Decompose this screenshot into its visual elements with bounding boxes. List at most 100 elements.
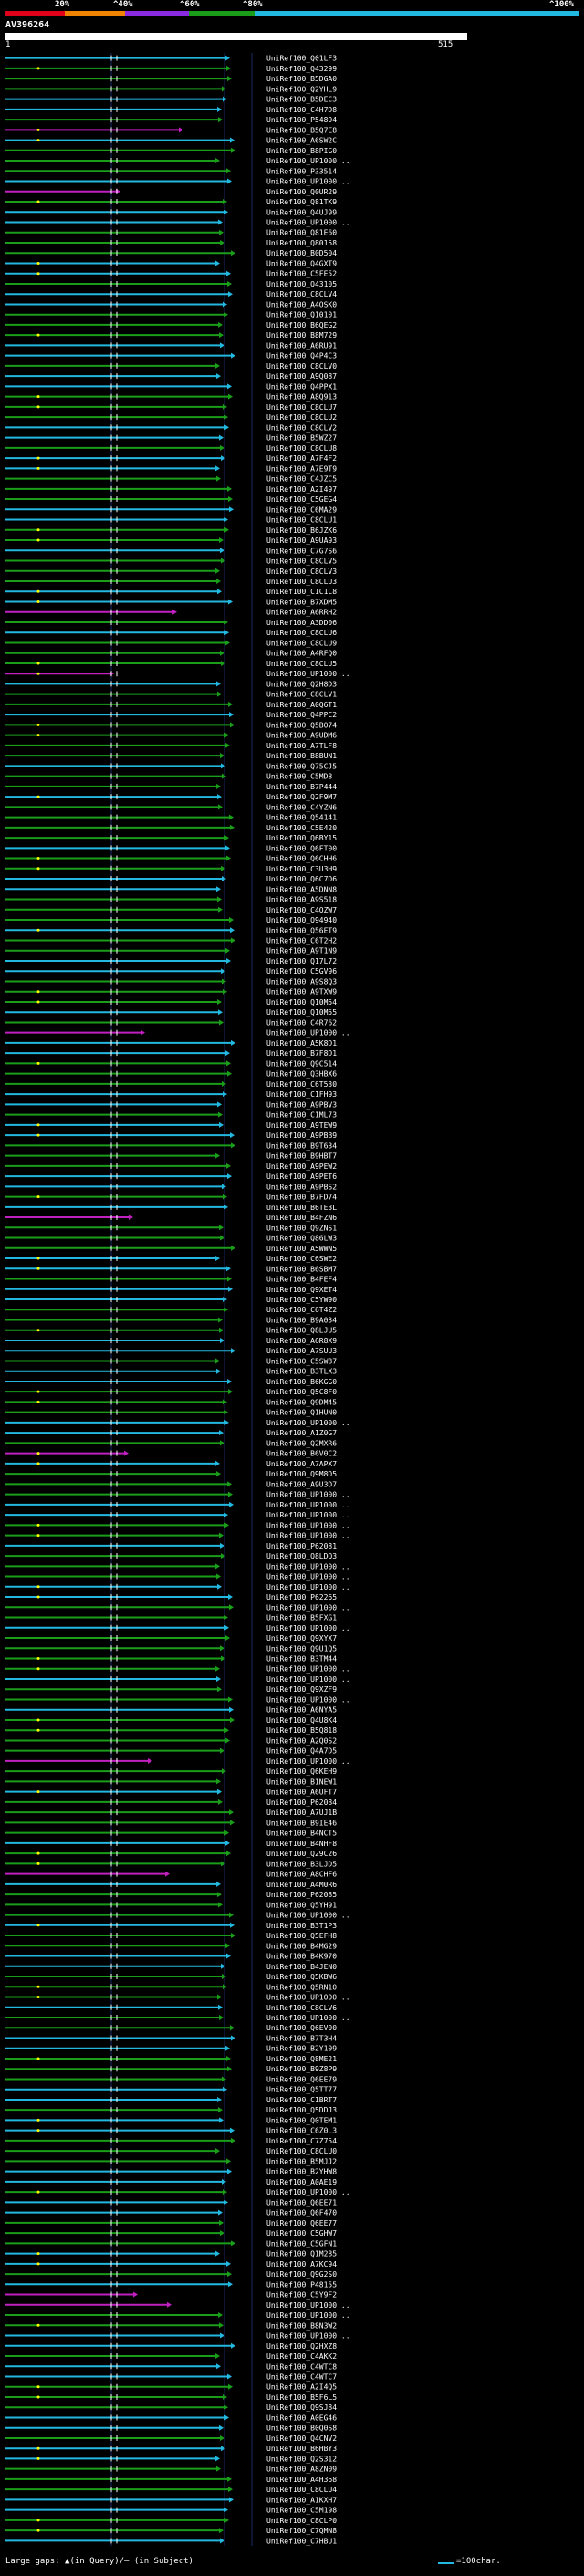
hit-label[interactable]: UniRef100_B6V0C2: [266, 1450, 337, 1458]
hit-label[interactable]: UniRef100_A9UDM6: [266, 732, 337, 740]
hit-row[interactable]: UniRef100_UP1000...: [5, 670, 350, 678]
hit-label[interactable]: UniRef100_A1Z0G7: [266, 1429, 337, 1437]
hit-row[interactable]: UniRef100_C8CLV0: [5, 362, 337, 370]
hit-row[interactable]: UniRef100_B6SBM7: [5, 1265, 337, 1273]
hit-label[interactable]: UniRef100_A9U3D7: [266, 1480, 337, 1488]
hit-label[interactable]: UniRef100_Q5C8F0: [266, 1388, 337, 1396]
hit-row[interactable]: UniRef100_UP1000...: [5, 2188, 350, 2196]
hit-row[interactable]: UniRef100_UP1000...: [5, 1757, 350, 1766]
hit-label[interactable]: UniRef100_C1FH93: [266, 1090, 337, 1099]
hit-row[interactable]: UniRef100_Q10M54: [5, 998, 337, 1006]
hit-row[interactable]: UniRef100_P62084: [5, 1799, 337, 1807]
hit-row[interactable]: UniRef100_Q81E60: [5, 229, 337, 237]
hit-row[interactable]: UniRef100_C7QMN8: [5, 2527, 337, 2535]
hit-label[interactable]: UniRef100_A8ZN09: [266, 2466, 337, 2474]
hit-label[interactable]: UniRef100_Q4P4C3: [266, 352, 337, 360]
hit-label[interactable]: UniRef100_A2I4Q5: [266, 2383, 337, 2392]
hit-label[interactable]: UniRef100_UP1000...: [266, 1521, 350, 1529]
hit-row[interactable]: UniRef100_B3TM44: [5, 1654, 337, 1663]
hit-row[interactable]: UniRef100_Q6C7D6: [5, 875, 337, 883]
hit-label[interactable]: UniRef100_B5Q818: [266, 1726, 337, 1735]
hit-label[interactable]: UniRef100_B4NHF8: [266, 1840, 337, 1848]
hit-label[interactable]: UniRef100_C8CLU8: [266, 444, 337, 453]
hit-label[interactable]: UniRef100_UP1000...: [266, 1029, 350, 1038]
hit-label[interactable]: UniRef100_C1C1C8: [266, 588, 337, 596]
hit-label[interactable]: UniRef100_B3TM44: [266, 1654, 337, 1663]
hit-label[interactable]: UniRef100_Q80158: [266, 239, 337, 247]
hit-row[interactable]: UniRef100_UP1000...: [5, 2014, 350, 2022]
hit-label[interactable]: UniRef100_Q81TK9: [266, 198, 337, 206]
hit-label[interactable]: UniRef100_Q5KBW6: [266, 1973, 337, 1981]
hit-row[interactable]: UniRef100_B7FD74: [5, 1194, 337, 1202]
hit-label[interactable]: UniRef100_C8CLU2: [266, 413, 337, 422]
hit-label[interactable]: UniRef100_A8Q913: [266, 393, 337, 402]
hit-row[interactable]: UniRef100_B4FZN6: [5, 1214, 337, 1222]
hit-row[interactable]: UniRef100_A9TXW9: [5, 988, 337, 996]
hit-label[interactable]: UniRef100_B6KGG0: [266, 1378, 337, 1386]
hit-row[interactable]: UniRef100_C5GV96: [5, 967, 337, 975]
hit-label[interactable]: UniRef100_A7SUU3: [266, 1347, 337, 1355]
hit-label[interactable]: UniRef100_C8CLV6: [266, 2004, 337, 2012]
hit-label[interactable]: UniRef100_Q6EV00: [266, 2024, 337, 2032]
hit-label[interactable]: UniRef100_B6JZK6: [266, 527, 337, 535]
hit-row[interactable]: UniRef100_B5DGA0: [5, 75, 337, 83]
hit-label[interactable]: UniRef100_A7TLF8: [266, 742, 337, 750]
hit-label[interactable]: UniRef100_UP1000...: [266, 2188, 350, 2196]
hit-label[interactable]: UniRef100_A6RRH2: [266, 609, 337, 617]
hit-label[interactable]: UniRef100_C6T2H2: [266, 937, 337, 945]
hit-row[interactable]: UniRef100_C5GHW7: [5, 2229, 337, 2237]
hit-row[interactable]: UniRef100_Q86LW3: [5, 1235, 337, 1243]
hit-label[interactable]: UniRef100_A7APX7: [266, 1460, 337, 1468]
hit-label[interactable]: UniRef100_B5F6L5: [266, 2393, 337, 2402]
hit-label[interactable]: UniRef100_C7HBU1: [266, 2537, 337, 2545]
hit-label[interactable]: UniRef100_B1NEW1: [266, 1778, 337, 1786]
hit-row[interactable]: UniRef100_C5MD8: [5, 773, 332, 781]
hit-row[interactable]: UniRef100_A0Q6T1: [5, 701, 337, 709]
hit-label[interactable]: UniRef100_UP1000...: [266, 2311, 350, 2320]
hit-label[interactable]: UniRef100_B7T3H4: [266, 2034, 337, 2042]
hit-label[interactable]: UniRef100_C6SWE2: [266, 1255, 337, 1263]
hit-label[interactable]: UniRef100_B9HBT7: [266, 1152, 337, 1161]
hit-row[interactable]: UniRef100_UP1000...: [5, 2311, 350, 2320]
hit-label[interactable]: UniRef100_Q1M285: [266, 2250, 337, 2258]
hit-row[interactable]: UniRef100_Q9XYX7: [5, 1634, 337, 1643]
hit-row[interactable]: UniRef100_C5FE52: [5, 270, 337, 278]
hit-label[interactable]: UniRef100_B2Y109: [266, 2045, 337, 2053]
hit-row[interactable]: UniRef100_B3T1P3: [5, 1922, 337, 1930]
hit-label[interactable]: UniRef100_Q6F470: [266, 2209, 337, 2217]
hit-row[interactable]: UniRef100_Q4GXT9: [5, 259, 337, 267]
hit-label[interactable]: UniRef100_A7E9T9: [266, 464, 337, 473]
hit-row[interactable]: UniRef100_A5DNN8: [5, 885, 337, 893]
hit-row[interactable]: UniRef100_C5Y9F2: [5, 2291, 337, 2300]
hit-row[interactable]: UniRef100_B1NEW1: [5, 1778, 337, 1786]
hit-label[interactable]: UniRef100_A6RU91: [266, 341, 337, 349]
hit-row[interactable]: UniRef100_A1Z0G7: [5, 1429, 337, 1437]
hit-row[interactable]: UniRef100_Q6EE79: [5, 2075, 337, 2083]
hit-row[interactable]: UniRef100_C4R762: [5, 1018, 337, 1027]
hit-row[interactable]: UniRef100_A9S8Q3: [5, 977, 337, 986]
hit-label[interactable]: UniRef100_C5YW90: [266, 1296, 337, 1304]
hit-label[interactable]: UniRef100_C5FE52: [266, 270, 337, 278]
hit-row[interactable]: UniRef100_B5FXG1: [5, 1614, 337, 1622]
hit-row[interactable]: UniRef100_C8CLU1: [5, 516, 337, 525]
hit-row[interactable]: UniRef100_A3DD06: [5, 619, 337, 627]
hit-row[interactable]: UniRef100_Q43105: [5, 280, 337, 288]
hit-row[interactable]: UniRef100_B7F8D1: [5, 1049, 337, 1058]
hit-row[interactable]: UniRef100_Q4U8K4: [5, 1716, 337, 1725]
hit-row[interactable]: UniRef100_C8CLU7: [5, 403, 337, 412]
hit-label[interactable]: UniRef100_Q3HBX6: [266, 1070, 337, 1079]
hit-row[interactable]: UniRef100_Q5RN10: [5, 1983, 337, 1991]
hit-row[interactable]: UniRef100_Q6EE71: [5, 2198, 337, 2206]
hit-label[interactable]: UniRef100_UP1000...: [266, 1562, 350, 1570]
hit-label[interactable]: UniRef100_C8CLP0: [266, 2517, 337, 2525]
hit-label[interactable]: UniRef100_Q43105: [266, 280, 337, 288]
hit-label[interactable]: UniRef100_B6TE3L: [266, 1204, 337, 1212]
hit-row[interactable]: UniRef100_Q9C514: [5, 1059, 337, 1068]
hit-row[interactable]: UniRef100_A4H368: [5, 2476, 337, 2484]
hit-label[interactable]: UniRef100_A9UA93: [266, 537, 337, 545]
hit-row[interactable]: UniRef100_UP1000...: [5, 1501, 350, 1509]
hit-row[interactable]: UniRef100_C8CLU3: [5, 578, 337, 586]
hit-row[interactable]: UniRef100_A1KXH7: [5, 2496, 337, 2504]
hit-row[interactable]: UniRef100_Q4PPX1: [5, 382, 337, 391]
hit-row[interactable]: UniRef100_UP1000...: [5, 1532, 350, 1540]
